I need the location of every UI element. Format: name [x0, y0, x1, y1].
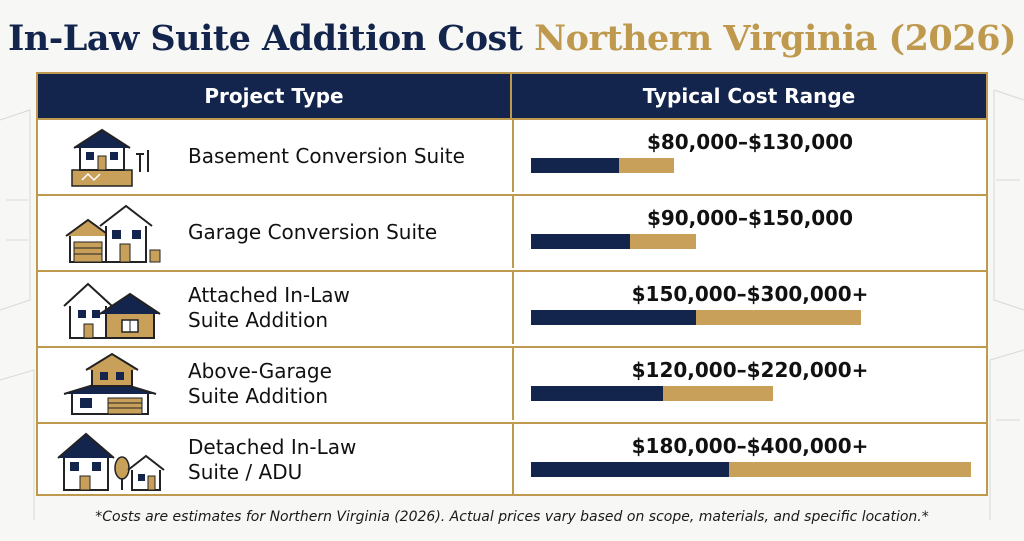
- cost-range-bar: [531, 158, 674, 173]
- project-type-label-line: Above-Garage: [188, 359, 332, 383]
- column-divider: [512, 348, 514, 420]
- table-row: Above-Garage Suite Addition $120,000–$220,…: [38, 346, 986, 420]
- cost-range-label: $80,000–$130,000: [646, 130, 854, 154]
- project-type-label-line: Suite Addition: [188, 384, 329, 408]
- column-divider: [512, 272, 514, 344]
- attached-house-icon: [63, 282, 161, 339]
- table-row: Garage Conversion Suite $90,000–$150,000: [38, 194, 986, 268]
- footnote: *Costs are estimates for Northern Virgin…: [95, 509, 929, 525]
- cost-low-segment: [531, 310, 696, 325]
- table-header: Project Type Typical Cost Range: [38, 74, 986, 118]
- cost-low-segment: [531, 234, 630, 249]
- project-type-label-line: Basement Conversion Suite: [188, 143, 465, 168]
- cost-range-label: $120,000–$220,000+: [631, 358, 869, 382]
- project-type-label: Above-Garage Suite Addition: [188, 348, 508, 420]
- cost-high-segment: [729, 462, 971, 477]
- page-title: In-Law Suite Addition Cost Northern Virg…: [0, 18, 1024, 59]
- project-type-label-line: Suite / ADU: [188, 460, 303, 484]
- project-type-label: Detached In-Law Suite / ADU: [188, 424, 508, 496]
- project-type-label-line: Attached In-Law: [188, 283, 350, 307]
- cost-high-segment: [630, 234, 696, 249]
- column-divider: [512, 424, 514, 496]
- cost-high-segment: [619, 158, 674, 173]
- table-row: Attached In-Law Suite Addition $150,000–$3…: [38, 270, 986, 344]
- cost-table: Project Type Typical Cost Range Basement…: [36, 72, 988, 496]
- project-type-label: Attached In-Law Suite Addition: [188, 272, 508, 344]
- header-project-type: Project Type: [38, 74, 512, 118]
- detached-adu-icon: [57, 432, 165, 491]
- cost-range-label: $180,000–$400,000+: [631, 434, 869, 458]
- column-divider: [512, 196, 514, 268]
- title-region: Northern Virginia (2026): [534, 18, 1017, 59]
- title-main: In-Law Suite Addition Cost: [7, 18, 523, 59]
- table-row: Detached In-Law Suite / ADU $180,000–$400,…: [38, 422, 986, 496]
- cost-range-bar: [531, 310, 861, 325]
- cost-range-label: $90,000–$150,000: [646, 206, 854, 230]
- cost-high-segment: [663, 386, 773, 401]
- header-cost-range: Typical Cost Range: [642, 84, 856, 108]
- column-divider: [512, 120, 514, 192]
- cost-low-segment: [531, 462, 729, 477]
- project-type-label: Basement Conversion Suite: [188, 120, 508, 192]
- cost-high-segment: [696, 310, 861, 325]
- project-type-label: Garage Conversion Suite: [188, 196, 508, 268]
- cost-range-bar: [531, 386, 773, 401]
- cost-low-segment: [531, 158, 619, 173]
- garage-house-icon: [65, 204, 161, 263]
- project-type-label-line: Suite Addition: [188, 308, 329, 332]
- cost-range-label: $150,000–$300,000+: [631, 282, 869, 306]
- project-type-label-line: Garage Conversion Suite: [188, 219, 438, 244]
- cost-range-bar: [531, 462, 971, 477]
- above-garage-house-icon: [63, 352, 157, 415]
- basement-house-icon: [71, 128, 149, 187]
- cost-low-segment: [531, 386, 663, 401]
- table-row: Basement Conversion Suite $80,000–$130,00…: [38, 118, 986, 192]
- cost-range-bar: [531, 234, 696, 249]
- project-type-label-line: Detached In-Law: [188, 435, 357, 459]
